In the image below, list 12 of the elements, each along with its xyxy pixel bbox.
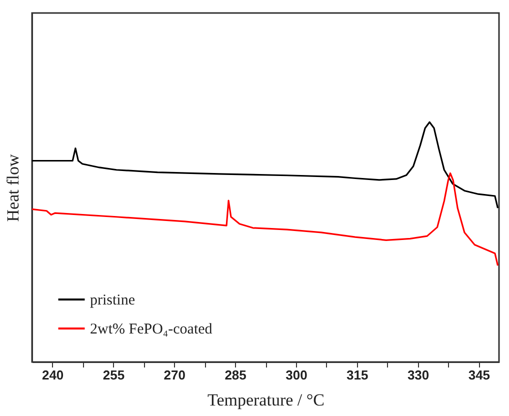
- x-tick-label: 345: [468, 368, 490, 382]
- legend-label: 2wt% FePO₄-coated: [90, 322, 213, 338]
- y-axis-title: Heat flow: [4, 154, 22, 222]
- x-tick-label: 315: [346, 368, 368, 382]
- x-tick-label: 240: [42, 368, 64, 382]
- x-tick-label: 255: [102, 368, 125, 382]
- x-tick-label: 330: [407, 368, 430, 382]
- x-axis-title: Temperature / °C: [207, 390, 325, 410]
- x-tick-label: 300: [286, 368, 308, 382]
- x-tick-label: 270: [164, 368, 186, 382]
- x-tick-label: 285: [224, 368, 246, 382]
- legend-label: pristine: [90, 292, 136, 308]
